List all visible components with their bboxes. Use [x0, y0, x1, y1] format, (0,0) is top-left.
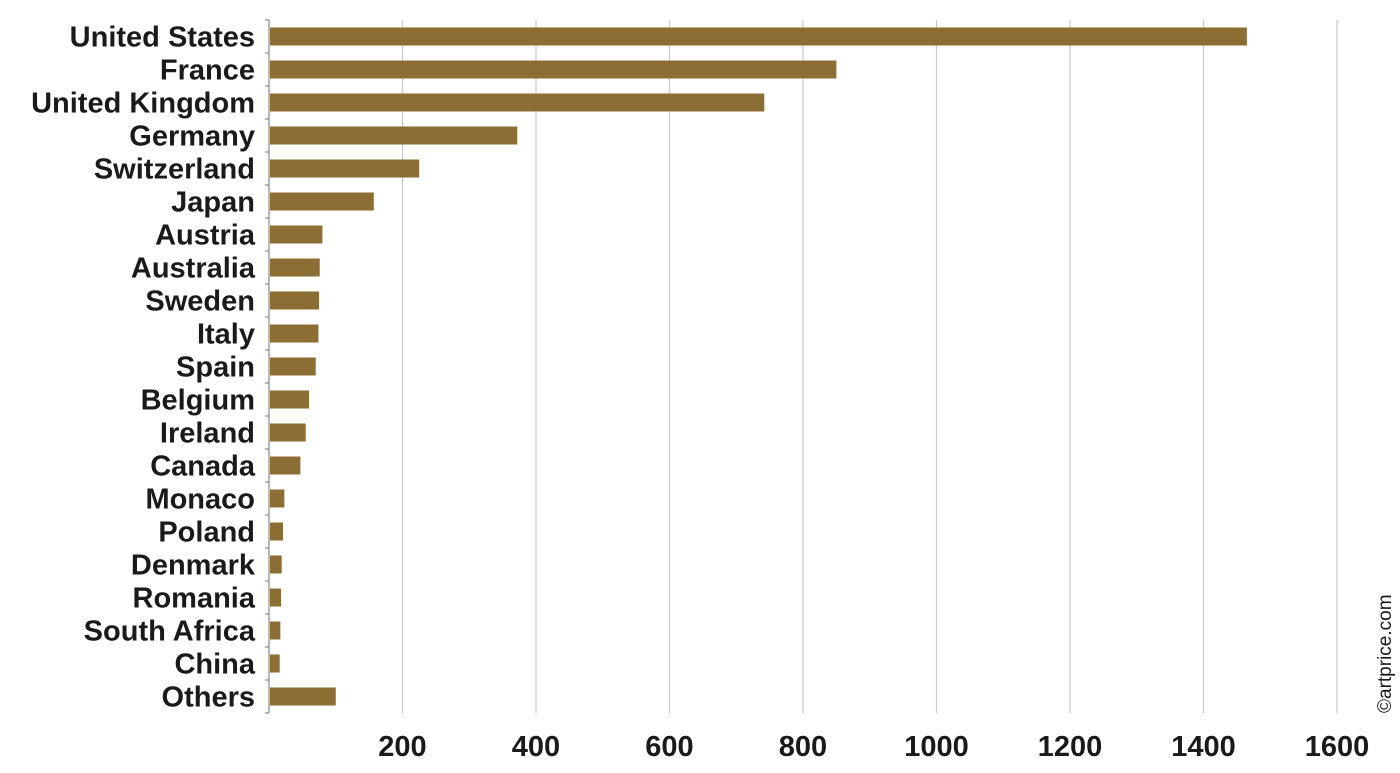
bar-australia: [270, 258, 320, 277]
category-label: Belgium: [141, 385, 255, 417]
category-label: United States: [70, 22, 255, 54]
x-tick-label: 1200: [1038, 731, 1103, 763]
bar-spain: [270, 357, 316, 376]
bar-romania: [270, 588, 282, 607]
category-label: South Africa: [84, 616, 256, 648]
category-label: Others: [162, 682, 255, 714]
category-label: Canada: [150, 451, 256, 483]
bar-china: [270, 654, 280, 673]
bar-south-africa: [270, 621, 281, 640]
category-label: Australia: [131, 253, 256, 285]
x-tick-label: 600: [645, 731, 693, 763]
bar-italy: [270, 324, 319, 343]
category-label: United Kingdom: [31, 88, 255, 120]
bar-poland: [270, 522, 284, 541]
bar-denmark: [270, 555, 282, 574]
category-label: China: [174, 649, 255, 681]
category-label: Spain: [176, 352, 255, 384]
category-label: Japan: [171, 187, 255, 219]
bar-united-kingdom: [270, 93, 765, 112]
category-label: Germany: [129, 121, 255, 153]
x-tick-labels: 200 400 600 800 1000 1200 1400 1600: [378, 731, 1369, 763]
category-label: Austria: [155, 220, 256, 252]
x-tick-label: 1000: [904, 731, 969, 763]
bar-canada: [270, 456, 301, 475]
category-label: Sweden: [145, 286, 255, 318]
category-label: Romania: [133, 583, 256, 615]
bar-switzerland: [270, 159, 420, 178]
category-label: Denmark: [131, 550, 256, 582]
category-label: Ireland: [160, 418, 255, 450]
category-label: Poland: [158, 517, 255, 549]
bar-ireland: [270, 423, 306, 442]
category-label: France: [160, 55, 255, 87]
bar-others: [270, 687, 336, 706]
bar-japan: [270, 192, 374, 211]
bar-monaco: [270, 489, 285, 508]
bar-belgium: [270, 390, 310, 409]
category-label: Switzerland: [94, 154, 255, 186]
x-tick-label: 1600: [1305, 731, 1370, 763]
bar-france: [270, 60, 837, 79]
x-tick-label: 200: [378, 731, 426, 763]
x-tick-label: 1400: [1171, 731, 1236, 763]
category-label: Monaco: [145, 484, 255, 516]
x-tick-label: 800: [779, 731, 827, 763]
credit-text: ©artprice.com: [1375, 594, 1396, 713]
bar-germany: [270, 126, 518, 145]
grid-layer: [265, 19, 1338, 714]
bar-austria: [270, 225, 323, 244]
x-tick-label: 400: [512, 731, 560, 763]
bars-layer: [270, 27, 1247, 706]
bar-sweden: [270, 291, 320, 310]
category-label: Italy: [197, 319, 255, 351]
bar-united-states: [270, 27, 1247, 46]
